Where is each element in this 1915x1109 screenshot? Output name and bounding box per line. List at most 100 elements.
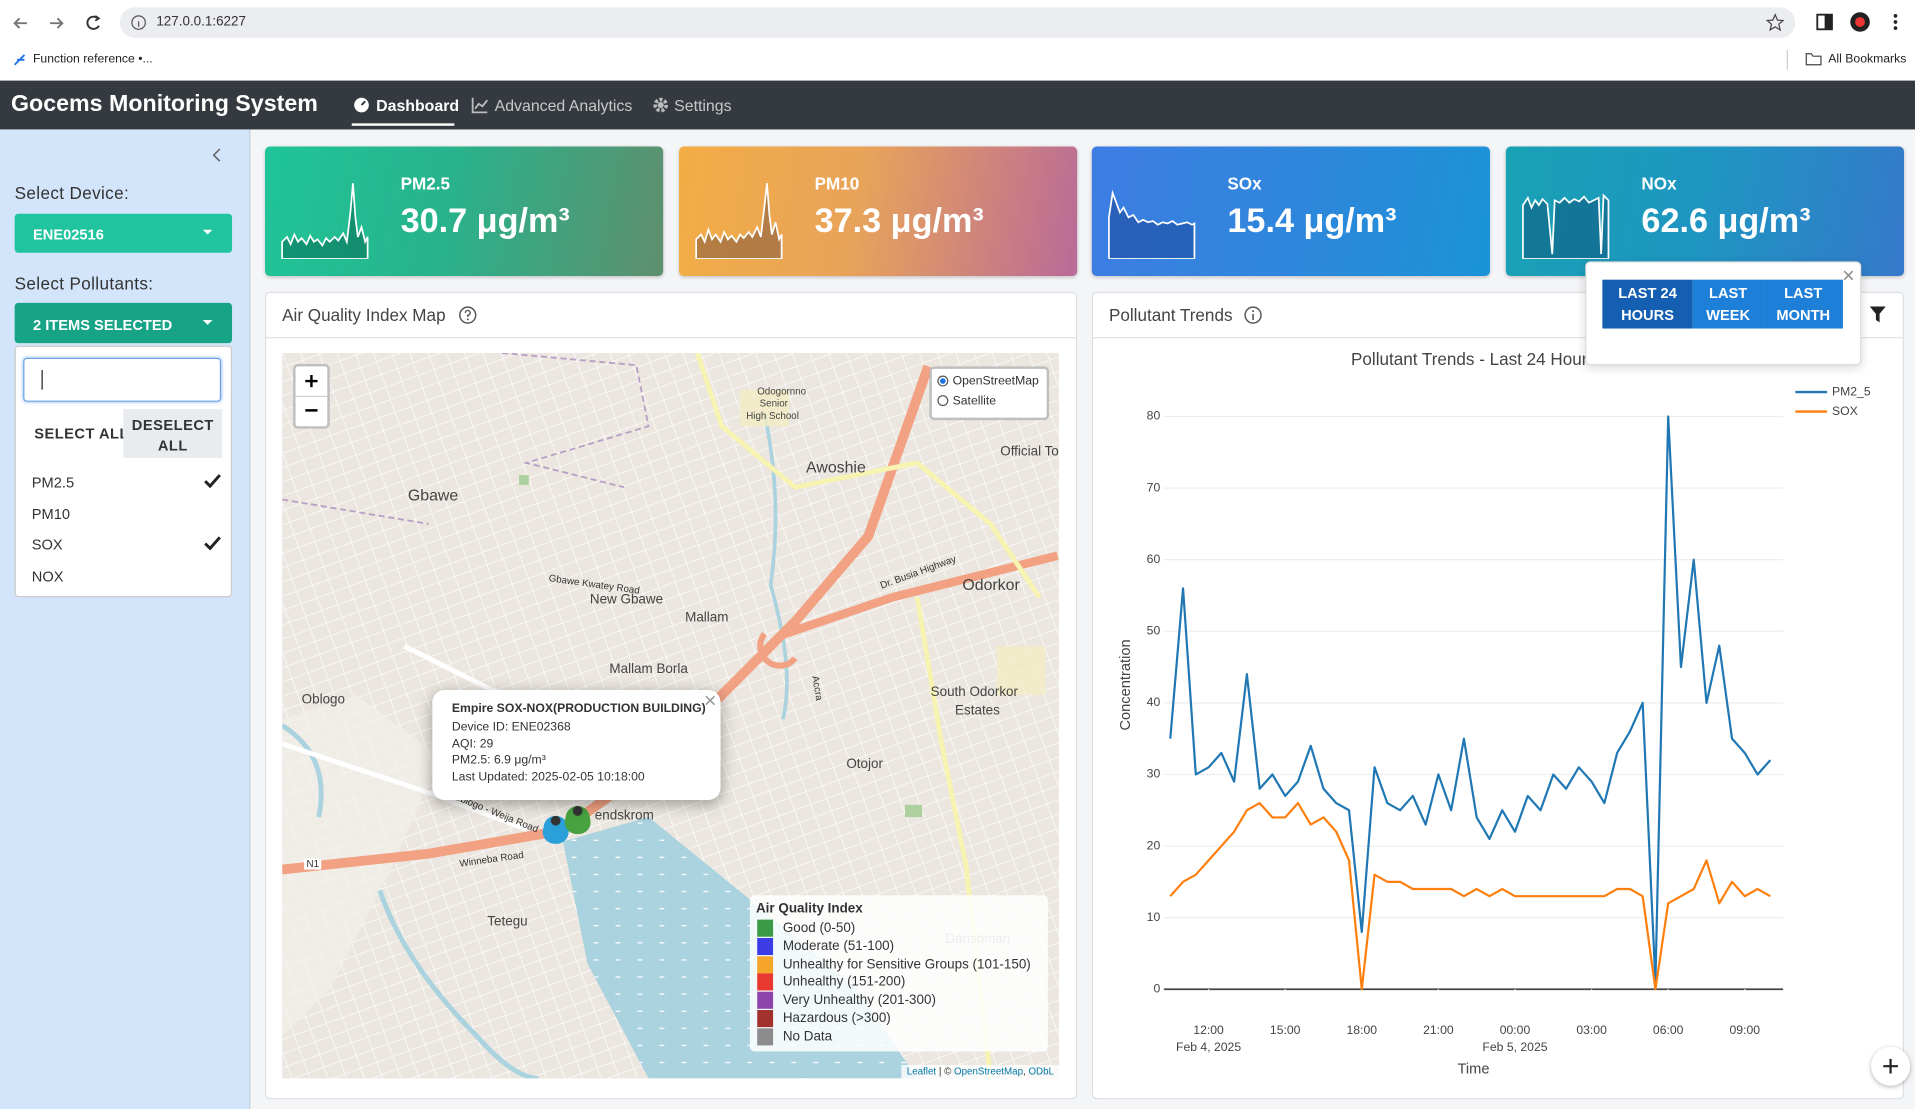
separator [1786, 50, 1788, 70]
caret [202, 319, 213, 325]
place-label: Otojor [846, 757, 883, 772]
card-label: SOx [1227, 173, 1262, 193]
place-label: Odorkor [962, 575, 1020, 594]
marker[interactable] [564, 806, 591, 835]
active-underline [351, 123, 455, 126]
aqi-legend: Air Quality Index Good (0-50) Moderate (5… [749, 895, 1048, 1052]
sparkline [1522, 193, 1610, 259]
browser-actions[interactable] [1814, 11, 1912, 35]
place-label: Gbawe [407, 486, 459, 505]
place-label: endskrom [594, 808, 654, 824]
pollutants-dropdown[interactable]: 2 ITEMS SELECTED [14, 302, 233, 344]
chart-body: Pollutant Trends - Last 24 Hours 0 10 20 30 4… [1118, 350, 1871, 1078]
nav-item[interactable]: Settings [674, 96, 732, 115]
x-tick-label: 03:00 [1576, 1023, 1607, 1037]
attribution-link[interactable]: OpenStreetMap [954, 1066, 1024, 1078]
zoom-buttons[interactable] [295, 366, 328, 426]
road-label: N1 [304, 858, 322, 870]
all-bookmarks[interactable]: All Bookmarks [1828, 52, 1907, 66]
layer-control: OpenStreetMap Satellite [929, 366, 1050, 421]
popup-close[interactable] [705, 695, 716, 706]
attribution-link[interactable]: ODbL [1028, 1066, 1054, 1078]
x-tick-date: Feb 5, 2025 [1482, 1040, 1547, 1054]
address-bar[interactable]: 127.0.0.1:6227 [119, 7, 1796, 38]
legend-label: SOX [1832, 404, 1858, 418]
device-dropdown[interactable]: ENE02516 [14, 213, 233, 253]
attribution-link[interactable]: Leaflet [906, 1066, 937, 1078]
bookmark-star[interactable] [1765, 13, 1785, 32]
panel-title: Air Quality Index Map [282, 305, 446, 325]
nav-item[interactable]: Dashboard [376, 96, 460, 115]
pollutants-menu: SELECT ALL DESELECT ALL PM2.5 PM10 SOX NOX [14, 345, 233, 598]
bookmark-link[interactable]: Function reference •... [32, 52, 153, 66]
attribution: Leaflet | © OpenStreetMap, ODbL [901, 1064, 1059, 1079]
layer-option[interactable]: OpenStreetMap [952, 374, 1039, 389]
card-value: 37.3 μg/m³ [814, 201, 984, 240]
app-title[interactable]: Gocems Monitoring System [10, 91, 318, 118]
filter-button[interactable] [1869, 306, 1886, 324]
legend-swatch [757, 973, 774, 991]
deselect-all-button[interactable]: DESELECT ALL [123, 409, 223, 458]
sparkline [695, 183, 783, 259]
range-label: LAST 24 HOURS [1618, 284, 1677, 324]
popover-close[interactable] [1843, 270, 1854, 281]
legend-label: Very Unhealthy (201-300) [782, 993, 936, 1008]
option-label[interactable]: PM2.5 [31, 473, 75, 491]
place-label: Oblogo [301, 692, 345, 708]
legend-label: Moderate (51-100) [782, 938, 895, 954]
panel-title: Pollutant Trends [1108, 305, 1233, 325]
dashboard-icon [354, 97, 369, 113]
x-tick-label: 00:00 [1500, 1023, 1531, 1037]
add-button[interactable] [1871, 1046, 1911, 1086]
y-tick-label: 10 [1147, 910, 1161, 924]
plus-icon [1883, 1058, 1898, 1074]
place-label: Tetegu [487, 914, 528, 930]
info-icon[interactable] [1243, 305, 1263, 325]
y-tick-label: 80 [1147, 409, 1161, 423]
popup-line: Last Updated: 2025-02-05 10:18:00 [451, 770, 645, 784]
place-label: Senior [759, 398, 788, 410]
legend-swatch [757, 937, 774, 955]
legend-title: Air Quality Index [755, 901, 863, 916]
map[interactable]: Gbawe Awoshie Odorkor New Gbawe Mallam M… [282, 352, 1059, 1079]
x-tick-label: 12:00 [1193, 1023, 1224, 1037]
help-icon[interactable] [458, 305, 478, 325]
map-tiles [282, 352, 1059, 1079]
nav-buttons[interactable] [10, 12, 108, 34]
card-label: PM10 [814, 173, 860, 193]
select-all[interactable]: SELECT ALL [34, 425, 129, 443]
legend-label: Unhealthy for Sensitive Groups (101-150) [782, 957, 1031, 972]
card-label: NOx [1641, 173, 1677, 193]
layer-radios[interactable] [937, 375, 949, 412]
site-info-icon[interactable] [131, 15, 147, 31]
y-tick-label: 0 [1153, 981, 1160, 995]
cursor [41, 370, 43, 390]
card-label: PM2.5 [400, 173, 451, 193]
marker[interactable] [542, 815, 569, 844]
search-input[interactable] [23, 357, 222, 402]
zoom-control [293, 363, 330, 429]
option-label[interactable]: NOX [31, 567, 64, 585]
place-label: South Odorkor [930, 685, 1019, 700]
y-tick-label: 40 [1147, 695, 1161, 709]
range-button[interactable]: LAST MONTH [1763, 279, 1843, 329]
check-mark [204, 474, 221, 489]
map-panel: Air Quality Index Map [265, 291, 1078, 1100]
range-button[interactable]: LAST 24 HOURS [1602, 279, 1693, 329]
series-line [1169, 802, 1771, 991]
url-text: 127.0.0.1:6227 [156, 14, 246, 30]
metric-card: SOx 15.4 μg/m³ [1091, 146, 1490, 277]
option-label[interactable]: PM10 [31, 505, 71, 523]
y-tick-label: 30 [1147, 767, 1161, 781]
nav-item[interactable]: Advanced Analytics [494, 96, 633, 115]
range-button[interactable]: LAST WEEK [1692, 279, 1764, 329]
popup-line: Device ID: ENE02368 [451, 720, 571, 735]
layer-option[interactable]: Satellite [952, 394, 997, 408]
place-label: Official To [1000, 444, 1059, 460]
analytics-icon [471, 97, 489, 114]
collapse-button[interactable] [211, 148, 223, 163]
trend-chart: Pollutant Trends - Last 24 Hours 0 10 20 30 4… [1118, 350, 1871, 1078]
settings-icon [653, 97, 669, 113]
option-label[interactable]: SOX [31, 536, 63, 554]
